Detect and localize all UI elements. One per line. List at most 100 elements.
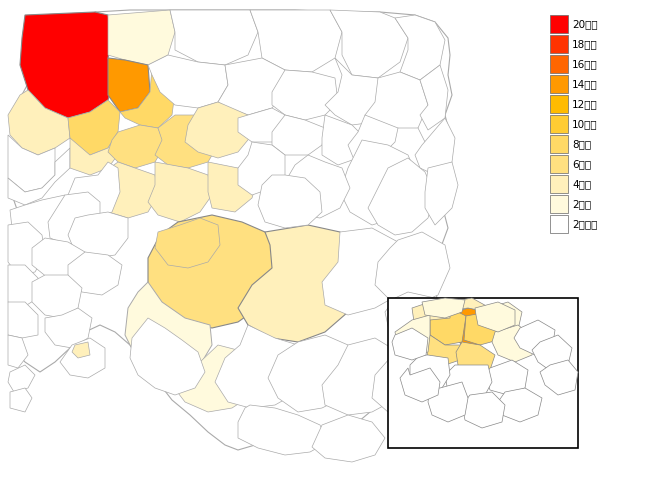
Polygon shape [108,10,175,65]
Polygon shape [72,342,90,358]
Polygon shape [48,192,100,245]
Polygon shape [148,215,280,328]
Polygon shape [450,298,490,312]
Polygon shape [550,55,568,73]
Polygon shape [238,225,362,342]
Polygon shape [550,175,568,193]
Polygon shape [10,388,32,412]
Polygon shape [45,308,92,348]
Polygon shape [258,175,322,228]
Polygon shape [185,102,252,158]
Text: 14件～: 14件～ [572,79,598,89]
Polygon shape [215,325,308,408]
Polygon shape [322,228,408,315]
Polygon shape [208,158,258,212]
Polygon shape [8,265,38,308]
Polygon shape [148,55,228,108]
Polygon shape [462,392,505,428]
Text: 2件未満: 2件未満 [572,219,597,229]
Polygon shape [8,135,55,192]
Text: 16件～: 16件～ [572,59,598,69]
Polygon shape [155,218,220,268]
Polygon shape [464,312,502,345]
Polygon shape [550,135,568,153]
Polygon shape [368,158,435,235]
Polygon shape [148,162,212,222]
Polygon shape [238,108,285,142]
Polygon shape [550,155,568,173]
Polygon shape [155,115,218,168]
Polygon shape [448,308,492,345]
Polygon shape [130,318,205,395]
Polygon shape [98,162,158,218]
Polygon shape [420,65,448,130]
Polygon shape [268,335,358,412]
Polygon shape [488,302,522,335]
Polygon shape [172,345,258,412]
Polygon shape [330,10,408,78]
Text: 2件～: 2件～ [572,199,591,209]
Polygon shape [238,142,285,195]
Polygon shape [425,345,462,405]
Polygon shape [68,100,120,155]
Polygon shape [272,115,325,155]
Polygon shape [108,58,150,112]
Polygon shape [170,10,258,65]
Polygon shape [218,58,285,115]
Polygon shape [514,320,555,355]
Polygon shape [550,195,568,213]
Text: 18件～: 18件～ [572,39,598,49]
Polygon shape [348,115,408,175]
Polygon shape [385,292,452,355]
Polygon shape [250,10,342,72]
Polygon shape [70,132,120,175]
Polygon shape [430,308,466,345]
Polygon shape [550,75,568,93]
Polygon shape [32,275,82,318]
Polygon shape [415,118,455,175]
Polygon shape [8,365,35,392]
Polygon shape [125,282,212,375]
Polygon shape [312,415,385,462]
Polygon shape [372,345,445,415]
Polygon shape [540,360,578,395]
Polygon shape [340,140,418,225]
Polygon shape [322,115,365,165]
Polygon shape [498,388,542,422]
Polygon shape [388,298,578,448]
Polygon shape [485,360,528,395]
Polygon shape [8,335,28,368]
Polygon shape [392,328,428,360]
Polygon shape [8,90,70,155]
Polygon shape [68,252,122,295]
Text: 4件～: 4件～ [572,179,591,189]
Polygon shape [10,195,68,245]
Polygon shape [445,365,492,398]
Polygon shape [550,35,568,53]
Polygon shape [532,335,572,372]
Polygon shape [108,125,165,168]
Polygon shape [395,315,430,355]
Polygon shape [272,70,338,120]
Polygon shape [425,162,458,225]
Text: 8件～: 8件～ [572,139,591,149]
Polygon shape [492,325,535,362]
Polygon shape [426,335,462,365]
Polygon shape [10,10,452,452]
Polygon shape [475,302,515,332]
Polygon shape [550,95,568,113]
Polygon shape [8,302,38,338]
Text: 20件～: 20件～ [572,19,597,29]
Polygon shape [375,232,450,305]
Polygon shape [60,338,105,378]
Polygon shape [382,128,428,178]
Polygon shape [322,338,408,415]
Polygon shape [8,148,70,205]
Polygon shape [365,72,428,138]
Polygon shape [412,302,450,322]
Polygon shape [20,12,115,118]
Polygon shape [238,405,328,455]
Text: 10件～: 10件～ [572,119,597,129]
Polygon shape [395,15,445,80]
Polygon shape [400,368,440,402]
